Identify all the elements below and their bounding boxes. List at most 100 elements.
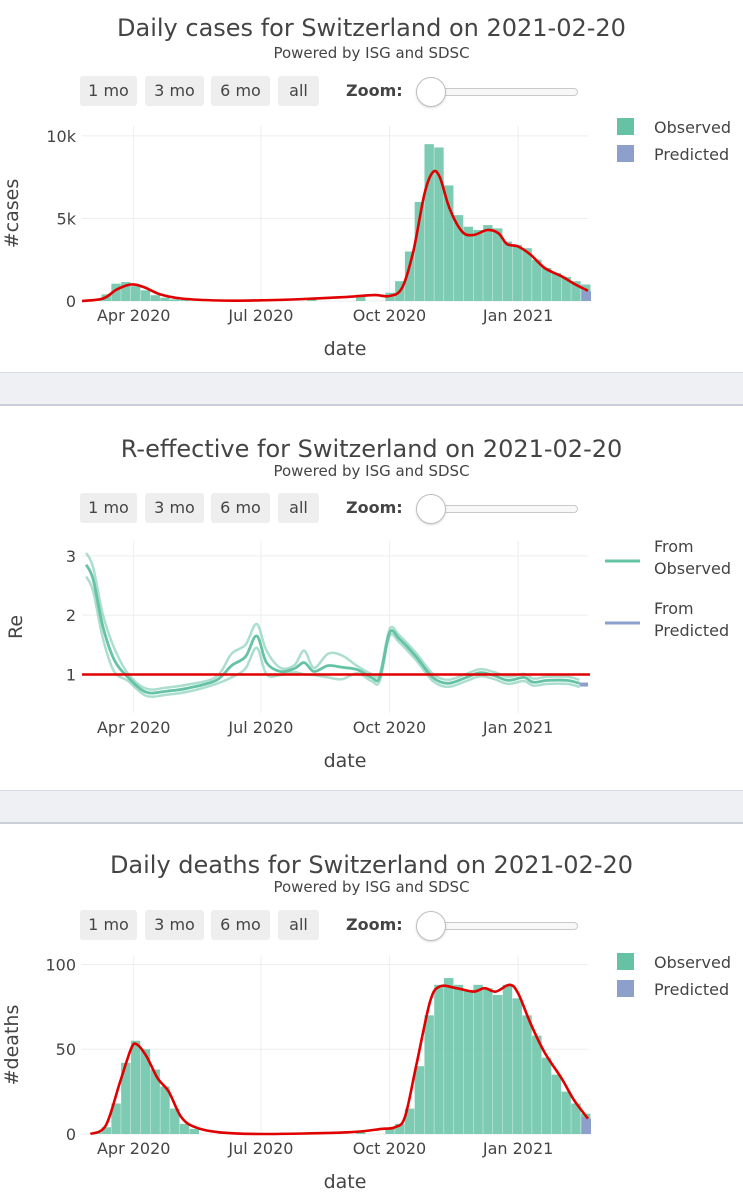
cases-observed-bar (444, 185, 454, 301)
cases-legend-predicted-label: Predicted (654, 145, 729, 164)
reff-chart-subtitle: Powered by ISG and SDSC (273, 462, 470, 480)
cases-range-6mo-button[interactable]: 6 mo (211, 76, 270, 106)
deaths-range-3mo-button[interactable]: 3 mo (145, 910, 204, 940)
reff-x-tick-label: Jul 2020 (227, 718, 293, 737)
deaths-observed-bar (541, 1057, 552, 1134)
reff-x-axis-title: date (324, 750, 367, 772)
cases-observed-bar (512, 244, 522, 301)
deaths-observed-bar (395, 1123, 405, 1134)
cases-observed-bar (170, 299, 180, 301)
deaths-legend-observed-label: Observed (654, 953, 731, 972)
cases-observed-bar (463, 226, 474, 301)
reff-zoom-slider-thumb[interactable] (416, 494, 446, 524)
reff-legend-observed-label-line1: From (654, 537, 694, 556)
reff-legend-predicted-label-line1: From (654, 599, 694, 618)
deaths-observed-bar (130, 1040, 141, 1134)
deaths-observed-bar (385, 1128, 395, 1134)
deaths-observed-bar (502, 984, 513, 1134)
cases-observed-bar (121, 282, 131, 301)
cases-observed-bar (561, 277, 571, 301)
deaths-observed-bar (189, 1128, 200, 1134)
cases-legend-predicted-swatch (617, 145, 634, 162)
cases-observed-bar (130, 286, 141, 301)
reff-x-tick-label: Apr 2020 (97, 718, 170, 737)
deaths-y-tick-label: 0 (66, 1125, 76, 1144)
cases-x-tick-label: Oct 2020 (353, 306, 426, 325)
deaths-observed-bar (492, 994, 503, 1134)
panel-separator-2 (0, 790, 743, 824)
deaths-observed-bar (170, 1108, 180, 1134)
deaths-observed-bar (473, 984, 483, 1134)
deaths-observed-bar (434, 984, 444, 1134)
deaths-range-all-button[interactable]: all (278, 910, 319, 940)
reff-range-6mo-button[interactable]: 6 mo (211, 493, 270, 523)
deaths-observed-bar (532, 1035, 542, 1134)
deaths-fit-line (89, 983, 590, 1136)
deaths-observed-bar (571, 1103, 581, 1134)
deaths-observed-bar (150, 1069, 160, 1134)
cases-observed-bar (404, 251, 415, 301)
deaths-observed-bar (463, 989, 474, 1134)
cases-zoom-slider-thumb[interactable] (416, 77, 446, 107)
cases-observed-bar (502, 241, 513, 301)
deaths-observed-bar (160, 1086, 170, 1134)
cases-range-all-button[interactable]: all (278, 76, 319, 106)
cases-x-axis-title: date (324, 338, 367, 360)
deaths-x-axis-title: date (324, 1171, 367, 1193)
deaths-panel: Daily deaths for Switzerland on 2021-02-… (0, 824, 743, 1200)
cases-observed-bar (140, 290, 151, 301)
reff-observed-line (84, 564, 580, 695)
cases-observed-bar (473, 230, 483, 301)
cases-chart-title: Daily cases for Switzerland on 2021-02-2… (117, 14, 626, 42)
reff-y-axis-title: Re (5, 615, 27, 639)
cases-chart: Apr 2020 Jul 2020 Oct 2020 Jan 2021 0 5k 10k da… (1, 118, 731, 360)
cases-fit-line (81, 169, 589, 303)
deaths-zoom-slider-thumb[interactable] (416, 911, 446, 941)
reff-chart-title: R-effective for Switzerland on 2021-02-2… (120, 435, 623, 463)
reff-panel: R-effective for Switzerland on 2021-02-2… (0, 406, 743, 778)
reff-range-all-button[interactable]: all (278, 493, 319, 523)
reff-y-tick-label: 3 (66, 547, 76, 566)
deaths-observed-bar (444, 978, 454, 1134)
cases-observed-bar (111, 283, 121, 301)
cases-x-tick-label: Jul 2020 (227, 306, 293, 325)
deaths-x-tick-label: Apr 2020 (97, 1139, 170, 1158)
cases-x-tick-label: Jan 2021 (482, 306, 553, 325)
cases-observed-bar (453, 215, 464, 301)
cases-y-tick-label: 0 (66, 292, 76, 311)
cases-y-axis-title: #cases (1, 179, 23, 249)
reff-range-3mo-button[interactable]: 3 mo (145, 493, 204, 523)
cases-observed-bar (150, 295, 160, 301)
reff-range-1mo-button[interactable]: 1 mo (80, 493, 137, 523)
deaths-x-tick-label: Jul 2020 (227, 1139, 293, 1158)
deaths-observed-bar (121, 1062, 131, 1134)
cases-observed-bar (492, 228, 503, 301)
deaths-chart-subtitle: Powered by ISG and SDSC (273, 878, 470, 896)
cases-observed-bar (424, 144, 434, 301)
cases-observed-bar (541, 267, 552, 301)
cases-legend-observed-swatch (617, 118, 634, 135)
reff-observed-lower-bound (85, 575, 580, 698)
deaths-observed-bar (140, 1049, 151, 1134)
deaths-range-6mo-button[interactable]: 6 mo (211, 910, 270, 940)
deaths-legend-observed-swatch (617, 953, 634, 970)
deaths-chart-title: Daily deaths for Switzerland on 2021-02-… (109, 851, 634, 879)
deaths-observed-bar (101, 1127, 111, 1134)
cases-observed-bar (179, 300, 190, 301)
deaths-observed-bar (561, 1091, 571, 1134)
cases-observed-bar (551, 272, 562, 301)
cases-range-1mo-button[interactable]: 1 mo (80, 76, 137, 106)
deaths-observed-bar (404, 1108, 415, 1134)
deaths-y-tick-label: 100 (45, 955, 76, 974)
deaths-range-1mo-button[interactable]: 1 mo (80, 910, 137, 940)
cases-observed-bar (532, 259, 542, 301)
cases-panel: Daily cases for Switzerland on 2021-02-2… (0, 0, 743, 372)
cases-y-tick-label: 5k (57, 209, 77, 228)
deaths-chart: Apr 2020 Jul 2020 Oct 2020 Jan 2021 0 50 100 da… (1, 953, 731, 1193)
reff-x-tick-label: Oct 2020 (353, 718, 426, 737)
cases-range-3mo-button[interactable]: 3 mo (145, 76, 204, 106)
deaths-predicted-bar (581, 1117, 587, 1134)
cases-observed-bar (160, 297, 170, 301)
cases-observed-bar (522, 248, 532, 301)
cases-observed-bar (355, 295, 366, 301)
